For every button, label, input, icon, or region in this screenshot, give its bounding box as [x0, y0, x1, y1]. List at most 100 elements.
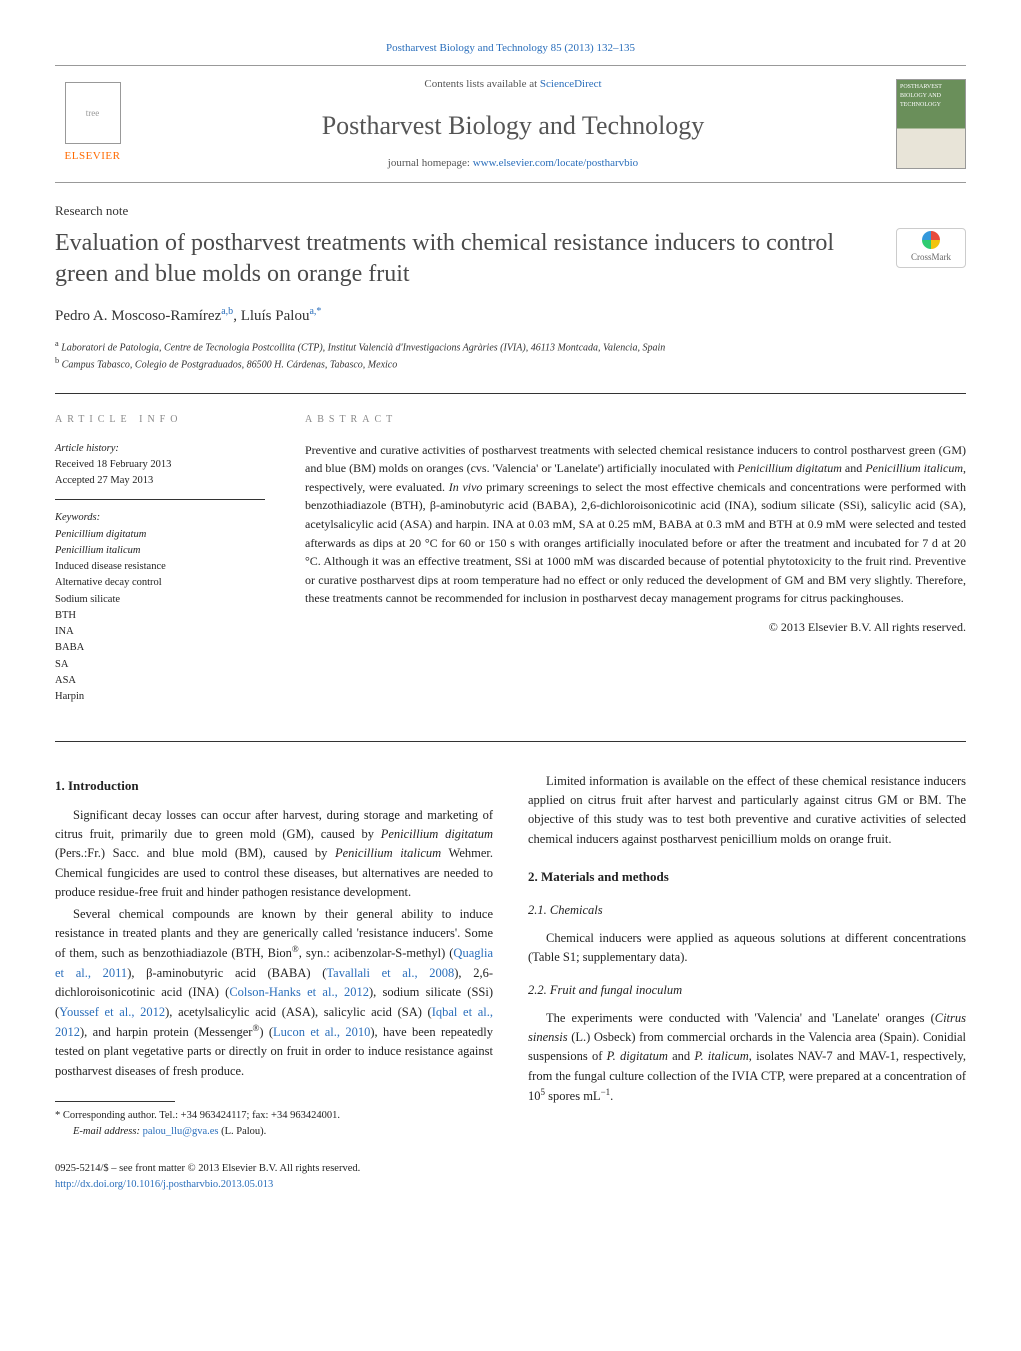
doi-link[interactable]: http://dx.doi.org/10.1016/j.postharvbio.… [55, 1179, 273, 1190]
keyword-3: Induced disease resistance [55, 559, 265, 575]
affiliation-b: b Campus Tabasco, Colegio de Postgraduad… [55, 355, 966, 372]
intro-para-1: Significant decay losses can occur after… [55, 806, 493, 903]
cite-youssef[interactable]: Youssef et al., 2012 [59, 1005, 165, 1019]
author-1-affil: a,b [221, 306, 233, 317]
abstract-copyright: © 2013 Elsevier B.V. All rights reserved… [305, 618, 966, 636]
author-2-affil: a,* [309, 306, 321, 317]
affil-b-text: Campus Tabasco, Colegio de Postgraduados… [59, 360, 397, 371]
info-abstract-row: ARTICLE INFO Article history: Received 1… [55, 412, 966, 706]
contents-prefix: Contents lists available at [424, 78, 539, 90]
corresponding-author-footnote: * Corresponding author. Tel.: +34 963424… [55, 1108, 493, 1141]
corresponding-email-link[interactable]: palou_llu@gva.es [143, 1126, 219, 1137]
crossmark-button[interactable]: CrossMark [896, 228, 966, 268]
ip2b: , syn.: acibenzolar-S-methyl) ( [299, 946, 454, 960]
ip2c: ), β-aminobutyric acid (BABA) ( [127, 966, 326, 980]
title-row: Evaluation of postharvest treatments wit… [55, 228, 966, 290]
affiliations: a Laboratori de Patologia, Centre de Tec… [55, 338, 966, 373]
keyword-10: ASA [55, 673, 265, 689]
keyword-2: Penicillium italicum [55, 543, 265, 559]
keywords-block: Keywords: Penicillium digitatum Penicill… [55, 510, 265, 705]
inoculum-subheading: 2.2. Fruit and fungal inoculum [528, 981, 966, 1000]
mp2i3: P. italicum [694, 1049, 748, 1063]
elsevier-tree-icon: tree [65, 82, 121, 144]
footer-copyright: 0925-5214/$ – see front matter © 2013 El… [55, 1161, 966, 1177]
ip1b: (Pers.:Fr.) Sacc. and blue mold (BM), ca… [55, 846, 335, 860]
keyword-5: Sodium silicate [55, 592, 265, 608]
article-info-block: ARTICLE INFO Article history: Received 1… [55, 412, 265, 706]
chemicals-subheading: 2.1. Chemicals [528, 901, 966, 920]
ip1i2: Penicillium italicum [335, 846, 441, 860]
mp2f: . [610, 1089, 613, 1103]
ip2h: ) ( [259, 1025, 273, 1039]
journal-masthead: tree ELSEVIER Contents lists available a… [55, 65, 966, 183]
cover-text-line2: BIOLOGY AND [900, 92, 962, 101]
elsevier-logo[interactable]: tree ELSEVIER [55, 79, 130, 169]
keywords-label: Keywords: [55, 510, 265, 526]
crossmark-icon [922, 231, 940, 249]
ip2f: ), acetylsalicylic acid (ASA), salicylic… [165, 1005, 432, 1019]
footnote-rule [55, 1101, 175, 1102]
sciencedirect-link[interactable]: ScienceDirect [540, 78, 602, 90]
citation-link[interactable]: Postharvest Biology and Technology 85 (2… [386, 42, 635, 54]
email-label: E-mail address: [73, 1126, 143, 1137]
keyword-9: SA [55, 657, 265, 673]
cite-lucon[interactable]: Lucon et al., 2010 [273, 1025, 370, 1039]
authors: Pedro A. Moscoso-Ramíreza,b, Lluís Palou… [55, 304, 966, 328]
section-divider [55, 393, 966, 394]
ip2g: ), and harpin protein (Messenger [80, 1025, 252, 1039]
homepage-prefix: journal homepage: [388, 157, 473, 169]
abs-t2: and [842, 461, 865, 475]
journal-name: Postharvest Biology and Technology [150, 106, 876, 145]
affiliation-a: a Laboratori de Patologia, Centre de Tec… [55, 338, 966, 355]
journal-cover-thumbnail[interactable]: POSTHARVEST BIOLOGY AND TECHNOLOGY [896, 79, 966, 169]
cover-text-line1: POSTHARVEST [900, 83, 962, 92]
keyword-8: BABA [55, 640, 265, 656]
affil-a-text: Laboratori de Patologia, Centre de Tecno… [59, 342, 666, 353]
ip1i1: Penicillium digitatum [381, 827, 493, 841]
mp2c: and [668, 1049, 695, 1063]
email-suffix: (L. Palou). [218, 1126, 266, 1137]
keyword-6: BTH [55, 608, 265, 624]
methods-heading: 2. Materials and methods [528, 867, 966, 887]
intro-heading: 1. Introduction [55, 776, 493, 796]
keyword-4: Alternative decay control [55, 575, 265, 591]
contents-line: Contents lists available at ScienceDirec… [150, 76, 876, 93]
cite-tavallali[interactable]: Tavallali et al., 2008 [326, 966, 454, 980]
footnote-text: Corresponding author. Tel.: +34 96342411… [60, 1110, 340, 1121]
page-footer: 0925-5214/$ – see front matter © 2013 El… [55, 1161, 966, 1193]
abstract-heading: ABSTRACT [305, 412, 966, 427]
intro-para-2: Several chemical compounds are known by … [55, 905, 493, 1082]
article-info-heading: ARTICLE INFO [55, 412, 265, 427]
cite-colson[interactable]: Colson-Hanks et al., 2012 [229, 985, 369, 999]
body-columns: 1. Introduction Significant decay losses… [55, 772, 966, 1141]
abs-t4: primary screenings to select the most ef… [305, 480, 966, 606]
keyword-11: Harpin [55, 689, 265, 705]
article-title: Evaluation of postharvest treatments wit… [55, 228, 896, 290]
cover-text-line3: TECHNOLOGY [900, 101, 962, 110]
abstract-text: Preventive and curative activities of po… [305, 441, 966, 608]
author-1[interactable]: Pedro A. Moscoso-Ramírez [55, 308, 221, 324]
mp2i2: P. digitatum [607, 1049, 668, 1063]
article-type: Research note [55, 201, 966, 221]
intro-para-3: Limited information is available on the … [528, 772, 966, 850]
abstract-block: ABSTRACT Preventive and curative activit… [305, 412, 966, 706]
mp2a: The experiments were conducted with 'Val… [546, 1011, 935, 1025]
crossmark-label: CrossMark [911, 251, 951, 265]
masthead-center: Contents lists available at ScienceDirec… [130, 76, 896, 172]
article-history: Article history: Received 18 February 20… [55, 441, 265, 501]
journal-homepage-line: journal homepage: www.elsevier.com/locat… [150, 155, 876, 172]
journal-homepage-link[interactable]: www.elsevier.com/locate/postharvbio [473, 157, 638, 169]
mp2s2: −1 [601, 1087, 611, 1097]
received-date: Received 18 February 2013 [55, 457, 265, 473]
mp2e: spores mL [545, 1089, 601, 1103]
abs-i3: In vivo [449, 480, 483, 494]
running-header: Postharvest Biology and Technology 85 (2… [55, 40, 966, 57]
inoculum-para: The experiments were conducted with 'Val… [528, 1009, 966, 1107]
keyword-1: Penicillium digitatum [55, 527, 265, 543]
author-2[interactable]: , Lluís Palou [233, 308, 309, 324]
keyword-7: INA [55, 624, 265, 640]
ip2s1: ® [292, 944, 299, 954]
abs-i1: Penicillium digitatum [738, 461, 842, 475]
chemicals-para: Chemical inducers were applied as aqueou… [528, 929, 966, 968]
abs-i2: Penicillium italicum [865, 461, 963, 475]
